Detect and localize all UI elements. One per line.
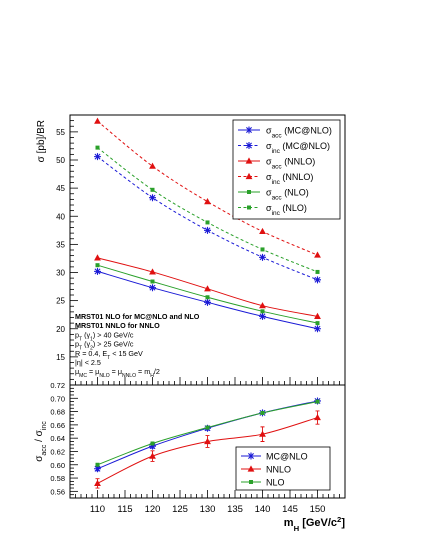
- ratio-point-nnlo_ratio: [204, 437, 211, 445]
- x-tick-label: 130: [200, 504, 216, 515]
- bottom-legend-marker-mc_ratio: [247, 452, 255, 460]
- x-tick-label: 120: [145, 504, 161, 515]
- top-legend: [232, 119, 341, 220]
- ratio-point-nnlo_ratio: [314, 413, 321, 421]
- legend-marker-mc_acc: [245, 126, 253, 134]
- bottom-y-tick-label: 0.72: [50, 381, 65, 390]
- data-point-nnlo_inc: [149, 162, 156, 169]
- data-point-nlo_acc: [150, 279, 155, 284]
- top-y-tick-label: 25: [56, 297, 65, 306]
- data-point-mc_inc: [149, 194, 156, 202]
- x-tick-label: 150: [310, 504, 326, 515]
- data-point-nnlo_acc: [259, 302, 266, 309]
- x-tick-label: 115: [117, 504, 132, 515]
- data-point-nlo_inc: [205, 220, 210, 225]
- top-y-tick-label: 15: [56, 353, 65, 362]
- bottom-y-tick-label: 0.62: [50, 447, 65, 456]
- bottom-legend-entry-mc_ratio: MC@NLO: [266, 452, 308, 462]
- bottom-y-tick-label: 0.56: [50, 487, 65, 496]
- data-point-mc_acc: [204, 298, 211, 306]
- x-tick-label: 125: [172, 504, 188, 515]
- data-point-nnlo_acc: [149, 268, 156, 275]
- top-y-tick-label: 55: [56, 128, 65, 137]
- legend-marker-nnlo_acc: [245, 157, 253, 164]
- ratio-point-nnlo_ratio: [149, 452, 156, 459]
- bottom-y-tick-label: 0.64: [50, 434, 65, 443]
- data-point-nlo_acc: [205, 295, 210, 300]
- data-point-nnlo_inc: [314, 251, 321, 258]
- bottom-y-tick-label: 0.58: [50, 474, 65, 483]
- data-point-mc_acc: [94, 267, 101, 275]
- ratio-point-nlo_ratio: [150, 441, 155, 446]
- top-y-tick-label: 45: [56, 184, 65, 193]
- top-y-axis-label: σ [pb]/BR: [36, 120, 47, 162]
- legend-marker-nlo_inc: [247, 205, 251, 210]
- bottom-y-axis-label: σacc / σinc: [34, 421, 48, 462]
- data-point-nlo_inc: [150, 187, 155, 192]
- bottom-panel: 0.56 0.58 0.60 0.62 0.64 0.66 0.68 0.70 0.72 110 1…: [34, 381, 346, 533]
- data-point-nlo_inc: [260, 247, 265, 252]
- bottom-y-tick-label: 0.68: [50, 408, 65, 417]
- data-point-mc_inc: [204, 226, 211, 234]
- data-point-nnlo_acc: [314, 312, 321, 319]
- data-point-mc_inc: [259, 253, 266, 261]
- annotation-line: μMC = μNLO = μNNLO = mH/2: [75, 367, 160, 379]
- legend-marker-nlo_acc: [247, 190, 251, 194]
- series-line-nnlo_inc: [97, 120, 318, 256]
- ratio-point-nlo_ratio: [315, 399, 320, 404]
- x-tick-label: 145: [282, 504, 298, 515]
- data-point-nlo_acc: [315, 321, 320, 326]
- legend-marker-nnlo_inc: [245, 172, 253, 180]
- bottom-y-tick-label: 0.66: [50, 421, 65, 430]
- data-point-nnlo_inc: [259, 227, 266, 235]
- x-axis-label: mH [GeV/c2]: [284, 515, 346, 533]
- data-point-nlo_acc: [95, 263, 100, 268]
- data-point-nnlo_acc: [94, 254, 101, 261]
- ratio-point-mc_ratio: [149, 442, 156, 450]
- ratio-point-nnlo_ratio: [94, 479, 101, 486]
- data-point-mc_acc: [259, 312, 266, 320]
- data-point-nlo_inc: [95, 145, 100, 150]
- annotation-line: MRST01 NNLO for NNLO: [75, 321, 160, 330]
- annotation-line: MRST01 NLO for MC@NLO and NLO: [75, 312, 200, 321]
- x-tick-label: 110: [90, 504, 105, 515]
- bottom-y-tick-label: 0.70: [50, 394, 65, 403]
- ratio-point-nlo_ratio: [260, 410, 265, 415]
- annotation-line: |η| < 2.5: [75, 358, 101, 367]
- data-point-mc_acc: [314, 325, 321, 333]
- data-point-nnlo_inc: [204, 198, 211, 205]
- top-y-tick-label: 30: [56, 269, 65, 278]
- bottom-y-tick-label: 0.60: [50, 461, 65, 470]
- bottom-legend-marker-nnlo_ratio: [247, 465, 255, 472]
- data-point-nnlo_acc: [204, 285, 211, 292]
- data-point-mc_inc: [314, 276, 321, 284]
- top-y-tick-label: 35: [56, 240, 65, 249]
- data-point-nlo_acc: [260, 309, 265, 314]
- data-point-mc_inc: [94, 153, 101, 161]
- bottom-legend-marker-nlo_ratio: [249, 480, 253, 484]
- data-point-nnlo_inc: [94, 117, 101, 124]
- data-point-nlo_inc: [315, 269, 320, 274]
- ratio-point-nlo_ratio: [205, 425, 210, 430]
- legend-marker-mc_inc: [245, 142, 253, 149]
- x-tick-label: 140: [255, 504, 271, 515]
- data-point-mc_acc: [149, 284, 156, 292]
- x-tick-label: 135: [227, 504, 243, 515]
- top-y-tick-label: 20: [56, 325, 65, 334]
- ratio-point-nlo_ratio: [95, 462, 100, 467]
- annotation-line: pT (γ2) > 25 GeV/c: [75, 340, 134, 352]
- top-y-tick-label: 50: [56, 156, 65, 165]
- bottom-legend-entry-nlo_ratio: NLO: [266, 478, 285, 488]
- annotation-line: R = 0.4, ET < 15 GeV: [75, 349, 143, 361]
- ratio-point-nnlo_ratio: [259, 430, 266, 437]
- ratio-point-mc_ratio: [94, 465, 101, 473]
- annotation-line: pT (γ1) > 40 GeV/c: [75, 330, 134, 342]
- bottom-legend-entry-nnlo_ratio: NNLO: [266, 465, 291, 475]
- top-y-tick-label: 40: [56, 212, 65, 221]
